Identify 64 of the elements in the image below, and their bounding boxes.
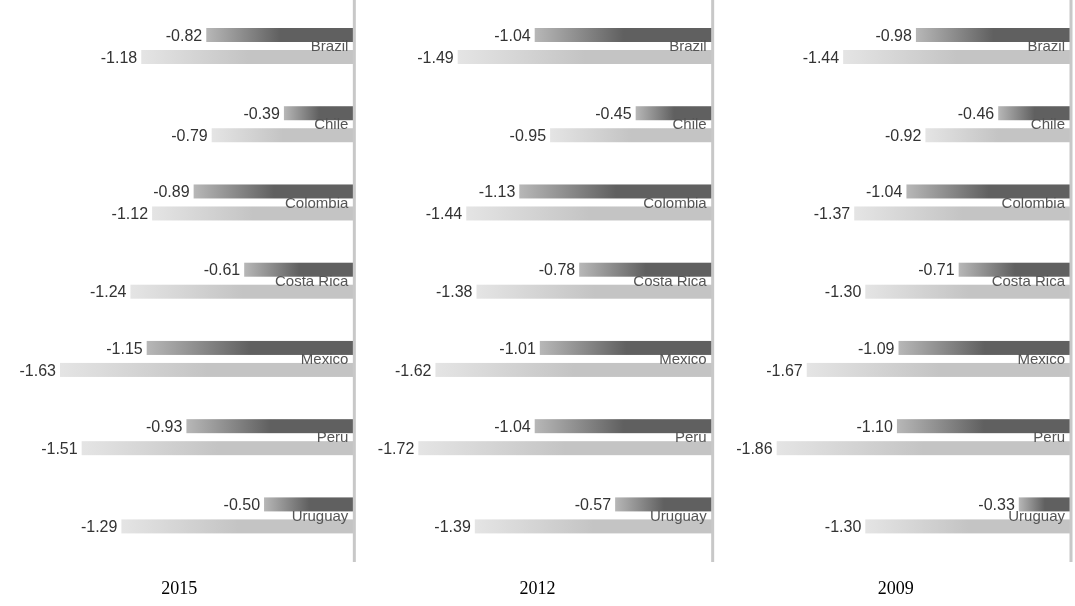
data-label: -0.79 bbox=[171, 126, 208, 144]
data-label: -1.72 bbox=[377, 439, 415, 457]
data-label: -1.13 bbox=[478, 183, 516, 201]
data-label: -1.01 bbox=[499, 339, 536, 357]
data-label: -1.29 bbox=[80, 518, 118, 536]
data-label: -0.71 bbox=[918, 261, 955, 279]
data-label: -0.46 bbox=[957, 104, 995, 122]
y-tick-label: Peru bbox=[1033, 428, 1065, 446]
data-label: -1.38 bbox=[436, 283, 473, 301]
y-tick-label: Colombia bbox=[1001, 193, 1066, 211]
data-label: -1.24 bbox=[89, 283, 127, 301]
y-tick-label: Mexico bbox=[1017, 350, 1065, 368]
y-tick-label: Costa Rica bbox=[633, 271, 708, 289]
data-label: -0.45 bbox=[595, 104, 632, 122]
data-label: -1.51 bbox=[41, 439, 78, 457]
data-label: -1.86 bbox=[736, 439, 773, 457]
y-tick-label: Peru bbox=[316, 428, 349, 446]
data-label: -1.63 bbox=[19, 361, 57, 379]
data-label: -1.39 bbox=[434, 518, 471, 536]
data-label: -0.39 bbox=[243, 104, 281, 122]
data-label: -1.04 bbox=[494, 417, 531, 435]
data-label: -1.04 bbox=[865, 183, 903, 201]
data-label: -0.92 bbox=[884, 126, 922, 144]
data-label: -1.44 bbox=[802, 48, 840, 66]
data-label: -0.95 bbox=[509, 126, 547, 144]
y-tick-label: Mexico bbox=[300, 350, 349, 368]
data-label: -1.18 bbox=[100, 48, 138, 66]
data-label: -1.10 bbox=[856, 417, 894, 435]
y-tick-label: Brazil bbox=[1027, 37, 1065, 55]
data-label: -0.57 bbox=[574, 496, 612, 514]
data-label: -1.62 bbox=[394, 361, 432, 379]
data-label: -1.37 bbox=[813, 205, 851, 223]
data-label: -0.82 bbox=[165, 26, 203, 44]
y-tick-label: Uruguay bbox=[291, 506, 349, 524]
y-tick-label: Chile bbox=[1030, 115, 1065, 133]
data-label: -1.15 bbox=[106, 339, 143, 357]
y-tick-label: Mexico bbox=[659, 350, 707, 368]
text: 2009 bbox=[877, 578, 914, 598]
y-tick-label: Chile bbox=[314, 115, 349, 133]
text: 2015 bbox=[161, 578, 198, 598]
data-label: -1.30 bbox=[824, 283, 862, 301]
y-tick-label: Chile bbox=[672, 115, 707, 133]
y-tick-label: Colombia bbox=[643, 193, 708, 211]
data-label: -0.89 bbox=[153, 183, 190, 201]
y-tick-label: Costa Rica bbox=[991, 271, 1066, 289]
data-label: -0.61 bbox=[203, 261, 241, 279]
y-tick-label: Brazil bbox=[669, 37, 707, 55]
data-label: -1.12 bbox=[111, 205, 149, 223]
data-label: -0.50 bbox=[223, 496, 261, 514]
data-label: -1.30 bbox=[824, 518, 862, 536]
data-label: -1.49 bbox=[417, 48, 454, 66]
data-label: -0.98 bbox=[875, 26, 913, 44]
y-tick-label: Uruguay bbox=[649, 506, 708, 524]
data-label: -1.04 bbox=[494, 26, 531, 44]
data-label: -0.78 bbox=[538, 261, 576, 279]
data-label: -1.67 bbox=[766, 361, 803, 379]
data-label: -1.09 bbox=[858, 339, 895, 357]
data-label: -1.44 bbox=[425, 205, 463, 223]
text: 2012 bbox=[519, 578, 556, 598]
y-tick-label: Brazil bbox=[310, 37, 349, 55]
y-tick-label: Costa Rica bbox=[274, 271, 349, 289]
data-label: -0.93 bbox=[145, 417, 183, 435]
y-tick-label: Peru bbox=[674, 428, 707, 446]
y-tick-label: Colombia bbox=[284, 193, 349, 211]
